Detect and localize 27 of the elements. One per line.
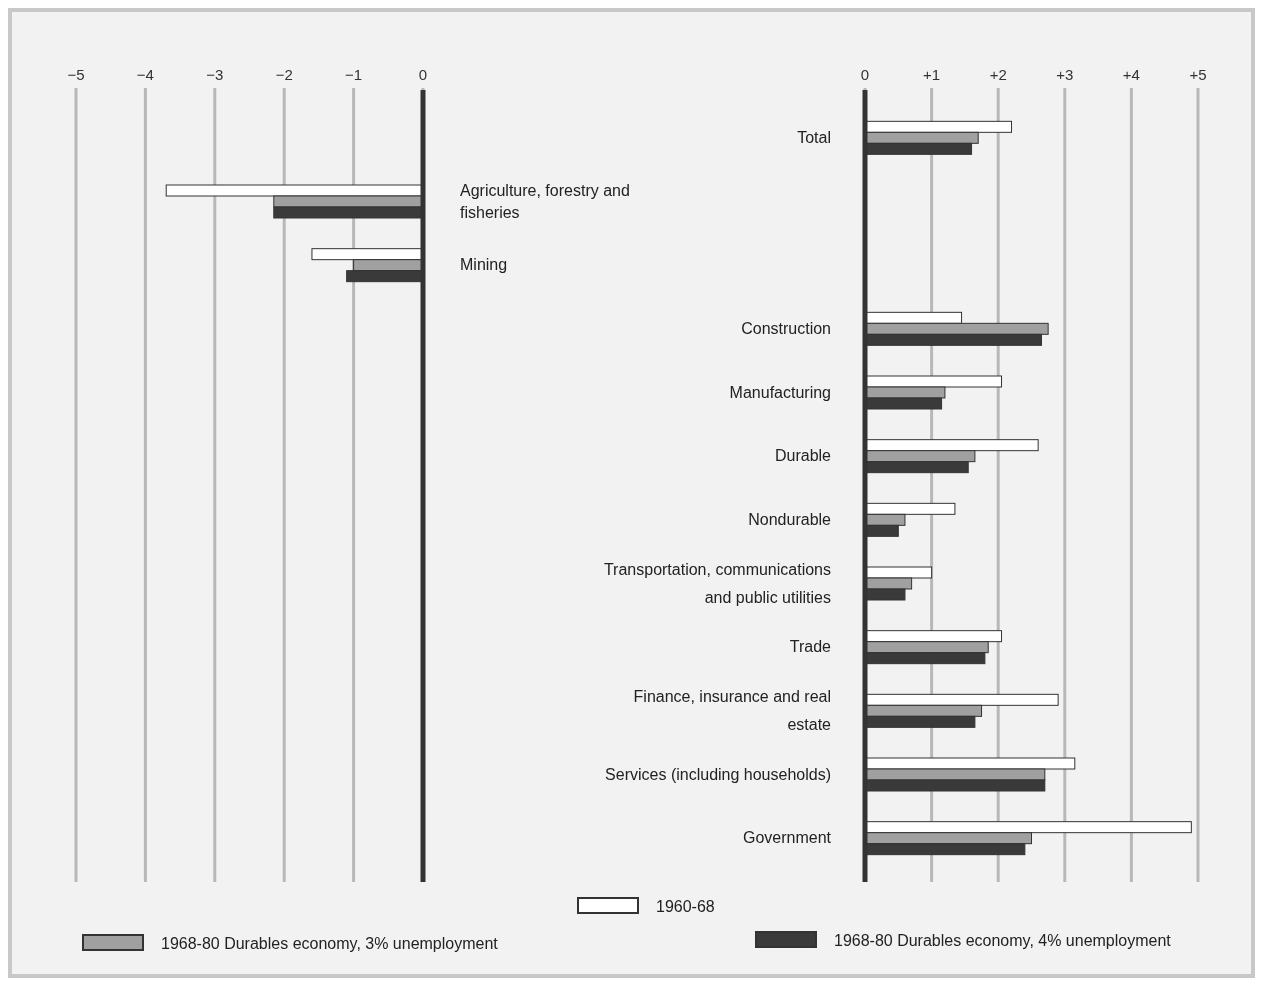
x-tick-label: +5	[1189, 66, 1207, 83]
y-tick-label: Durable	[774, 447, 832, 465]
y-tick-label: Manufacturing	[729, 383, 831, 401]
y-tick-label: Finance, insurance and real estate	[633, 687, 832, 733]
x-tick-label: +1	[923, 66, 941, 83]
x-tick-label: −1	[345, 66, 363, 83]
y-tick-label: Construction	[741, 319, 831, 337]
x-tick-label: 0	[860, 66, 870, 83]
y-tick-label: Mining	[460, 256, 508, 274]
legend-label: 1968-80 Durables economy, 3% unemployment	[161, 935, 499, 952]
y-tick-label: Government	[742, 829, 832, 847]
x-tick-label: −4	[136, 66, 154, 83]
y-tick-label: Services (including households)	[605, 765, 831, 783]
y-tick-label: Trade	[789, 638, 832, 656]
x-tick-label: −5	[67, 66, 85, 83]
x-tick-label: +3	[1056, 66, 1074, 83]
legend-label: 1960-68	[656, 898, 715, 915]
y-tick-label: Agriculture, forestry and fisheries	[460, 181, 630, 221]
x-tick-label: −3	[206, 66, 224, 83]
y-tick-label: Nondurable	[748, 510, 832, 528]
x-tick-label: +4	[1122, 66, 1140, 83]
x-tick-label: −2	[275, 66, 293, 83]
legend-label: 1968-80 Durables economy, 4% unemployment	[834, 932, 1172, 949]
y-tick-label: Total	[797, 128, 831, 146]
x-tick-label: 0	[418, 66, 428, 83]
y-tick-label: Transportation, communications and public utilities	[603, 560, 831, 606]
x-tick-label: +2	[989, 66, 1007, 83]
